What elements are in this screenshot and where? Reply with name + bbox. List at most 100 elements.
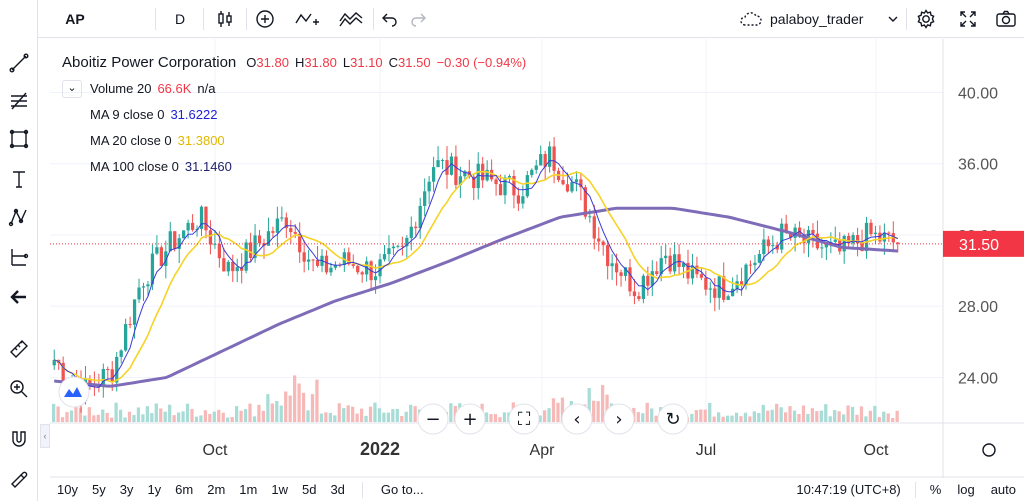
camera-snapshot-icon[interactable] [992,0,1020,38]
axis-settings-gear-icon[interactable] [982,443,996,457]
range-button-5y[interactable]: 5y [91,482,106,497]
volume-bar [400,416,404,422]
range-button-3d[interactable]: 3d [330,482,345,497]
candle-body [284,217,288,229]
compare-icon[interactable] [290,0,324,38]
volume-bar [199,415,203,422]
price-axis-background [943,39,1024,478]
volume-bar [78,407,83,422]
volume-bar [712,416,716,422]
candle-body [150,253,155,285]
zoom-in-button[interactable] [454,403,486,435]
chevron-down-icon[interactable] [884,0,902,38]
candle-body [739,281,744,285]
time-tick-label: Jul [696,442,716,459]
candle-body [882,232,887,242]
candle-body [275,218,280,233]
candle-body [619,272,623,276]
volume-bar [190,408,194,422]
redo-icon[interactable] [406,0,430,38]
interval-button[interactable]: D [174,11,186,27]
goto-date-button[interactable]: Go to... [380,482,424,497]
collapse-chevron-icon[interactable]: ⌄ [62,80,82,98]
candle-body [534,165,538,170]
volume-bar [859,406,864,422]
log-scale-toggle[interactable]: log [957,482,975,497]
range-button-1y[interactable]: 1y [147,482,162,497]
candle-body [476,163,480,189]
collapse-toolbar-toggle[interactable]: ‹ [40,424,50,448]
volume-bar [172,415,176,422]
rectangle-shape-icon[interactable] [4,124,34,154]
candle-body [485,169,489,181]
candles-chart-type-icon[interactable] [210,0,240,38]
range-button-3y[interactable]: 3y [119,482,134,497]
candle-body [628,267,632,292]
volume-bar [382,412,386,422]
volume-bar [833,410,837,422]
zoom-in-icon[interactable] [4,374,34,404]
symbol-search-button[interactable]: AP [65,11,85,27]
range-button-10y[interactable]: 10y [57,482,78,497]
volume-bar [203,410,208,422]
fib-retracement-icon[interactable] [4,86,34,116]
candle-body [190,222,195,230]
fullscreen-icon[interactable] [954,0,982,38]
pattern-tool-icon[interactable] [4,202,34,232]
volume-bar [333,415,337,422]
candle-body [222,258,226,272]
volume-bar [761,404,765,422]
lock-drawings-icon[interactable] [4,462,34,492]
zoom-out-button[interactable] [417,403,449,435]
ruler-measure-icon[interactable] [4,334,34,364]
add-indicator-icon[interactable] [250,0,280,38]
drawing-toolbar: ‹ [0,0,50,501]
magnet-icon[interactable] [4,424,34,454]
range-button-5d[interactable]: 5d [301,482,317,497]
auto-scale-toggle[interactable]: auto [990,482,1016,497]
reset-chart-button[interactable] [657,403,689,435]
price-chart[interactable]: 40.0036.0032.0028.0024.0031.50Oct2022Apr… [50,39,1024,478]
timezone-clock[interactable]: 10:47:19 (UTC+8) [796,482,901,497]
prediction-tool-icon[interactable] [4,242,34,272]
volume-bar [110,417,114,422]
indicators-templates-icon[interactable] [334,0,368,38]
range-button-2m[interactable]: 2m [207,482,226,497]
cloud-save-icon[interactable] [735,0,767,38]
volume-bar [127,411,132,422]
range-buttons: 10y 5y 3y 1y 6m 2m 1m 1w 5d 3d [50,482,352,497]
candle-body [543,154,547,167]
arrow-back-icon[interactable] [4,282,34,312]
percent-scale-toggle[interactable]: % [929,482,942,497]
volume-bar [328,412,332,422]
volume-bar [828,416,832,422]
volume-bar [556,402,560,422]
volume-bar [359,408,364,422]
volume-bar [364,415,368,422]
reset-view-button[interactable] [508,403,540,435]
undo-icon[interactable] [378,0,402,38]
volume-bar [699,409,703,422]
trend-line-icon[interactable] [4,48,34,78]
close-value: 31.50 [398,55,431,70]
candle-body [516,195,521,204]
scroll-right-button[interactable] [603,403,635,435]
scroll-left-button[interactable] [561,403,593,435]
volume-bar [114,402,118,422]
volume-bar [748,416,752,422]
candle-body [842,235,846,252]
range-button-1w[interactable]: 1w [271,482,288,497]
candle-body [588,216,592,218]
range-button-6m[interactable]: 6m [175,482,194,497]
ma9-value: 31.6222 [170,107,218,122]
range-button-1m[interactable]: 1m [239,482,258,497]
volume-bar [882,411,886,422]
text-tool-icon[interactable] [4,164,34,194]
candle-body [186,222,190,231]
layout-name[interactable]: palaboy_trader [770,11,864,27]
reset-chart-icon: ↻ [665,409,680,430]
volume-bar [355,413,359,422]
candle-body [855,235,860,244]
settings-gear-icon[interactable] [912,0,940,38]
ma20-value: 31.3800 [177,133,225,148]
